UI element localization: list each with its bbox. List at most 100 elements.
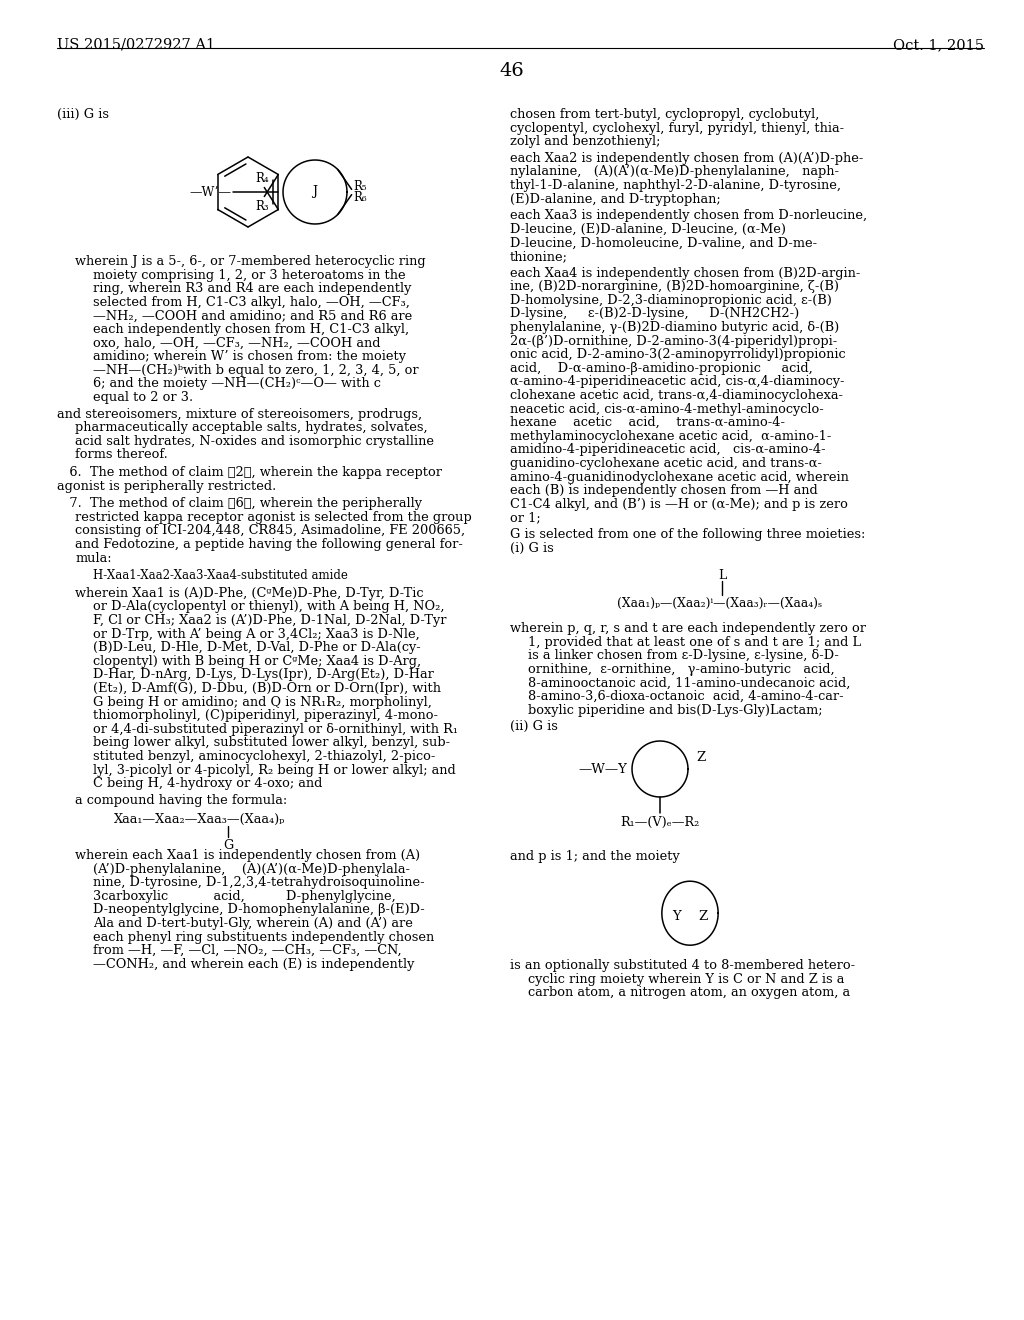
Text: α-amino-4-piperidineacetic acid, cis-α,4-diaminocy-: α-amino-4-piperidineacetic acid, cis-α,4… xyxy=(510,375,845,388)
Text: 46: 46 xyxy=(500,62,524,81)
Text: and p is 1; and the moiety: and p is 1; and the moiety xyxy=(510,850,680,862)
Text: a compound having the formula:: a compound having the formula: xyxy=(75,793,288,807)
Text: 3carboxylic           acid,          D-phenylglycine,: 3carboxylic acid, D-phenylglycine, xyxy=(93,890,395,903)
Text: cyclopentyl, cyclohexyl, furyl, pyridyl, thienyl, thia-: cyclopentyl, cyclohexyl, furyl, pyridyl,… xyxy=(510,121,844,135)
Text: R₃: R₃ xyxy=(256,199,269,213)
Text: moiety comprising 1, 2, or 3 heteroatoms in the: moiety comprising 1, 2, or 3 heteroatoms… xyxy=(93,268,406,281)
Text: methylaminocyclohexane acetic acid,  α-amino-1-: methylaminocyclohexane acetic acid, α-am… xyxy=(510,430,831,442)
Text: cyclic ring moiety wherein Y is C or N and Z is a: cyclic ring moiety wherein Y is C or N a… xyxy=(528,973,845,986)
Text: or D-Trp, with A’ being A or 3,4Cl₂; Xaa3 is D-Nle,: or D-Trp, with A’ being A or 3,4Cl₂; Xaa… xyxy=(93,627,420,640)
Text: D-leucine, D-homoleucine, D-valine, and D-me-: D-leucine, D-homoleucine, D-valine, and … xyxy=(510,236,817,249)
Text: or 1;: or 1; xyxy=(510,511,541,524)
Text: wherein p, q, r, s and t are each independently zero or: wherein p, q, r, s and t are each indepe… xyxy=(510,622,866,635)
Text: —W—Y: —W—Y xyxy=(579,763,627,776)
Text: (Xaa₁)ₚ—(Xaa₂)ⁱ—(Xaa₃)ᵣ—(Xaa₄)ₛ: (Xaa₁)ₚ—(Xaa₂)ⁱ—(Xaa₃)ᵣ—(Xaa₄)ₛ xyxy=(617,597,822,610)
Text: D-Har, D-nArg, D-Lys, D-Lys(Ipr), D-Arg(Et₂), D-Har: D-Har, D-nArg, D-Lys, D-Lys(Ipr), D-Arg(… xyxy=(93,668,434,681)
Text: wherein each Xaa1 is independently chosen from (A): wherein each Xaa1 is independently chose… xyxy=(75,849,420,862)
Text: acid salt hydrates, N-oxides and isomorphic crystalline: acid salt hydrates, N-oxides and isomorp… xyxy=(75,434,434,447)
Text: is a linker chosen from ε-D-lysine, ε-lysine, δ-D-: is a linker chosen from ε-D-lysine, ε-ly… xyxy=(528,649,839,663)
Text: C being H, 4-hydroxy or 4-oxo; and: C being H, 4-hydroxy or 4-oxo; and xyxy=(93,777,323,791)
Text: or D-Ala(cyclopentyl or thienyl), with A being H, NO₂,: or D-Ala(cyclopentyl or thienyl), with A… xyxy=(93,601,444,614)
Text: oxo, halo, —OH, —CF₃, —NH₂, —COOH and: oxo, halo, —OH, —CF₃, —NH₂, —COOH and xyxy=(93,337,381,350)
Text: clopentyl) with B being H or CᵍMe; Xaa4 is D-Arg,: clopentyl) with B being H or CᵍMe; Xaa4 … xyxy=(93,655,421,668)
Text: —NH₂, —COOH and amidino; and R5 and R6 are: —NH₂, —COOH and amidino; and R5 and R6 a… xyxy=(93,309,413,322)
Text: or 4,4-di-substituted piperazinyl or δ-ornithinyl, with R₁: or 4,4-di-substituted piperazinyl or δ-o… xyxy=(93,723,458,735)
Text: selected from H, C1-C3 alkyl, halo, —OH, —CF₃,: selected from H, C1-C3 alkyl, halo, —OH,… xyxy=(93,296,410,309)
Text: nylalanine,   (A)(A’)(α-Me)D-phenylalanine,   naph-: nylalanine, (A)(A’)(α-Me)D-phenylalanine… xyxy=(510,165,839,178)
Text: amino-4-guanidinodyclohexane acetic acid, wherein: amino-4-guanidinodyclohexane acetic acid… xyxy=(510,471,849,483)
Text: (E)D-alanine, and D-tryptophan;: (E)D-alanine, and D-tryptophan; xyxy=(510,193,721,206)
Text: each phenyl ring substituents independently chosen: each phenyl ring substituents independen… xyxy=(93,931,434,944)
Text: neacetic acid, cis-α-amino-4-methyl-aminocyclo-: neacetic acid, cis-α-amino-4-methyl-amin… xyxy=(510,403,823,416)
Text: 1, provided that at least one of s and t are 1; and L: 1, provided that at least one of s and t… xyxy=(528,636,861,649)
Text: Y: Y xyxy=(673,909,681,923)
Text: each (B) is independently chosen from —H and: each (B) is independently chosen from —H… xyxy=(510,484,818,498)
Text: G being H or amidino; and Q is NR₁R₂, morpholinyl,: G being H or amidino; and Q is NR₁R₂, mo… xyxy=(93,696,432,709)
Text: (i) G is: (i) G is xyxy=(510,541,554,554)
Text: thiomorpholinyl, (C)piperidinyl, piperazinyl, 4-mono-: thiomorpholinyl, (C)piperidinyl, piperaz… xyxy=(93,709,438,722)
Text: chosen from tert-butyl, cyclopropyl, cyclobutyl,: chosen from tert-butyl, cyclopropyl, cyc… xyxy=(510,108,819,121)
Text: D-neopentylglycine, D-homophenylalanine, β-(E)D-: D-neopentylglycine, D-homophenylalanine,… xyxy=(93,903,425,916)
Text: restricted kappa receptor agonist is selected from the group: restricted kappa receptor agonist is sel… xyxy=(75,511,472,524)
Text: (iii) G is: (iii) G is xyxy=(57,108,109,121)
Text: F, Cl or CH₃; Xaa2 is (A’)D-Phe, D-1Nal, D-2Nal, D-Tyr: F, Cl or CH₃; Xaa2 is (A’)D-Phe, D-1Nal,… xyxy=(93,614,446,627)
Text: H-Xaa1-Xaa2-Xaa3-Xaa4-substituted amide: H-Xaa1-Xaa2-Xaa3-Xaa4-substituted amide xyxy=(92,569,347,582)
Text: (ii) G is: (ii) G is xyxy=(510,721,558,734)
Text: zolyl and benzothienyl;: zolyl and benzothienyl; xyxy=(510,135,660,148)
Text: from —H, —F, —Cl, —NO₂, —CH₃, —CF₃, —CN,: from —H, —F, —Cl, —NO₂, —CH₃, —CF₃, —CN, xyxy=(93,944,401,957)
Text: acid,    D-α-amino-β-amidino-propionic     acid,: acid, D-α-amino-β-amidino-propionic acid… xyxy=(510,362,813,375)
Text: guanidino-cyclohexane acetic acid, and trans-α-: guanidino-cyclohexane acetic acid, and t… xyxy=(510,457,822,470)
Text: 8-amino-3,6-dioxa-octanoic  acid, 4-amino-4-car-: 8-amino-3,6-dioxa-octanoic acid, 4-amino… xyxy=(528,690,844,704)
Text: amidino-4-piperidineacetic acid,   cis-α-amino-4-: amidino-4-piperidineacetic acid, cis-α-a… xyxy=(510,444,825,457)
Text: each Xaa3 is independently chosen from D-norleucine,: each Xaa3 is independently chosen from D… xyxy=(510,209,867,222)
Text: —CONH₂, and wherein each (E) is independently: —CONH₂, and wherein each (E) is independ… xyxy=(93,958,415,970)
Text: R₁—(V)ₑ—R₂: R₁—(V)ₑ—R₂ xyxy=(621,816,699,829)
Text: and Fedotozine, a peptide having the following general for-: and Fedotozine, a peptide having the fol… xyxy=(75,539,463,550)
Text: ornithine,  ε-ornithine,   γ-amino-butyric   acid,: ornithine, ε-ornithine, γ-amino-butyric … xyxy=(528,663,835,676)
Text: 6; and the moiety —NH—(CH₂)ᶜ—O— with c: 6; and the moiety —NH—(CH₂)ᶜ—O— with c xyxy=(93,378,381,391)
Text: D-leucine, (E)D-alanine, D-leucine, (α-Me): D-leucine, (E)D-alanine, D-leucine, (α-M… xyxy=(510,223,786,236)
Text: forms thereof.: forms thereof. xyxy=(75,449,168,462)
Text: 2α-(β’)D-ornithine, D-2-amino-3(4-piperidyl)propi-: 2α-(β’)D-ornithine, D-2-amino-3(4-piperi… xyxy=(510,334,838,347)
Text: lyl, 3-picolyl or 4-picolyl, R₂ being H or lower alkyl; and: lyl, 3-picolyl or 4-picolyl, R₂ being H … xyxy=(93,763,456,776)
Text: wherein Xaa1 is (A)D-Phe, (CᵍMe)D-Phe, D-Tyr, D-Tic: wherein Xaa1 is (A)D-Phe, (CᵍMe)D-Phe, D… xyxy=(75,587,424,599)
Text: stituted benzyl, aminocyclohexyl, 2-thiazolyl, 2-pico-: stituted benzyl, aminocyclohexyl, 2-thia… xyxy=(93,750,435,763)
Text: onic acid, D-2-amino-3(2-aminopyrrolidyl)propionic: onic acid, D-2-amino-3(2-aminopyrrolidyl… xyxy=(510,348,846,362)
Text: nine, D-tyrosine, D-1,2,3,4-tetrahydroisoquinoline-: nine, D-tyrosine, D-1,2,3,4-tetrahydrois… xyxy=(93,876,425,890)
Text: thyl-1-D-alanine, naphthyl-2-D-alanine, D-tyrosine,: thyl-1-D-alanine, naphthyl-2-D-alanine, … xyxy=(510,180,841,191)
Text: pharmaceutically acceptable salts, hydrates, solvates,: pharmaceutically acceptable salts, hydra… xyxy=(75,421,428,434)
Text: ine, (B)2D-norarginine, (B)2D-homoarginine, ζ-(B): ine, (B)2D-norarginine, (B)2D-homoargini… xyxy=(510,280,839,293)
Text: J: J xyxy=(312,186,317,198)
Text: Z: Z xyxy=(698,909,708,923)
Text: each independently chosen from H, C1-C3 alkyl,: each independently chosen from H, C1-C3 … xyxy=(93,323,410,337)
Text: (B)D-Leu, D-Hle, D-Met, D-Val, D-Phe or D-Ala(cy-: (B)D-Leu, D-Hle, D-Met, D-Val, D-Phe or … xyxy=(93,642,421,655)
Text: mula:: mula: xyxy=(75,552,112,565)
Text: consisting of ICI-204,448, CR845, Asimadoline, FE 200665,: consisting of ICI-204,448, CR845, Asimad… xyxy=(75,524,465,537)
Text: thionine;: thionine; xyxy=(510,249,568,263)
Text: Oct. 1, 2015: Oct. 1, 2015 xyxy=(893,38,984,51)
Text: (Et₂), D-Amf(G), D-Dbu, (B)D-Orn or D-Orn(Ipr), with: (Et₂), D-Amf(G), D-Dbu, (B)D-Orn or D-Or… xyxy=(93,682,441,696)
Text: 8-aminooctanoic acid, 11-amino-undecanoic acid,: 8-aminooctanoic acid, 11-amino-undecanoi… xyxy=(528,677,850,689)
Text: 7.  The method of claim  6 , wherein the peripherally: 7. The method of claim  6 , wherein the … xyxy=(57,498,422,511)
Text: —W’—: —W’— xyxy=(189,186,231,198)
Text: Ala and D-tert-butyl-Gly, wherein (A) and (A’) are: Ala and D-tert-butyl-Gly, wherein (A) an… xyxy=(93,917,413,931)
Text: Xaa₁—Xaa₂—Xaa₃—(Xaa₄)ₚ: Xaa₁—Xaa₂—Xaa₃—(Xaa₄)ₚ xyxy=(115,813,286,826)
Text: carbon atom, a nitrogen atom, an oxygen atom, a: carbon atom, a nitrogen atom, an oxygen … xyxy=(528,986,850,999)
Text: wherein J is a 5-, 6-, or 7-membered heterocyclic ring: wherein J is a 5-, 6-, or 7-membered het… xyxy=(75,255,426,268)
Text: amidino; wherein W’ is chosen from: the moiety: amidino; wherein W’ is chosen from: the … xyxy=(93,350,406,363)
Text: agonist is peripherally restricted.: agonist is peripherally restricted. xyxy=(57,479,276,492)
Text: equal to 2 or 3.: equal to 2 or 3. xyxy=(93,391,194,404)
Text: 6.  The method of claim  2 , wherein the kappa receptor: 6. The method of claim  2 , wherein the … xyxy=(57,466,442,479)
Text: G: G xyxy=(223,840,233,853)
Text: clohexane acetic acid, trans-α,4-diaminocyclohexa-: clohexane acetic acid, trans-α,4-diamino… xyxy=(510,389,843,403)
Text: each Xaa4 is independently chosen from (B)2D-argin-: each Xaa4 is independently chosen from (… xyxy=(510,267,860,280)
Text: and stereoisomers, mixture of stereoisomers, prodrugs,: and stereoisomers, mixture of stereoisom… xyxy=(57,408,422,421)
Text: D-homolysine, D-2,3-diaminopropionic acid, ε-(B): D-homolysine, D-2,3-diaminopropionic aci… xyxy=(510,294,831,306)
Text: C1-C4 alkyl, and (B’) is —H or (α-Me); and p is zero: C1-C4 alkyl, and (B’) is —H or (α-Me); a… xyxy=(510,498,848,511)
Text: R₆: R₆ xyxy=(353,191,368,205)
Text: ring, wherein R3 and R4 are each independently: ring, wherein R3 and R4 are each indepen… xyxy=(93,282,412,296)
Text: boxylic piperidine and bis(D-Lys-Gly)Lactam;: boxylic piperidine and bis(D-Lys-Gly)Lac… xyxy=(528,704,822,717)
Text: D-lysine,     ε-(B)2-D-lysine,     D-(NH2CH2-): D-lysine, ε-(B)2-D-lysine, D-(NH2CH2-) xyxy=(510,308,800,321)
Text: being lower alkyl, substituted lower alkyl, benzyl, sub-: being lower alkyl, substituted lower alk… xyxy=(93,737,451,750)
Text: L: L xyxy=(718,569,726,582)
